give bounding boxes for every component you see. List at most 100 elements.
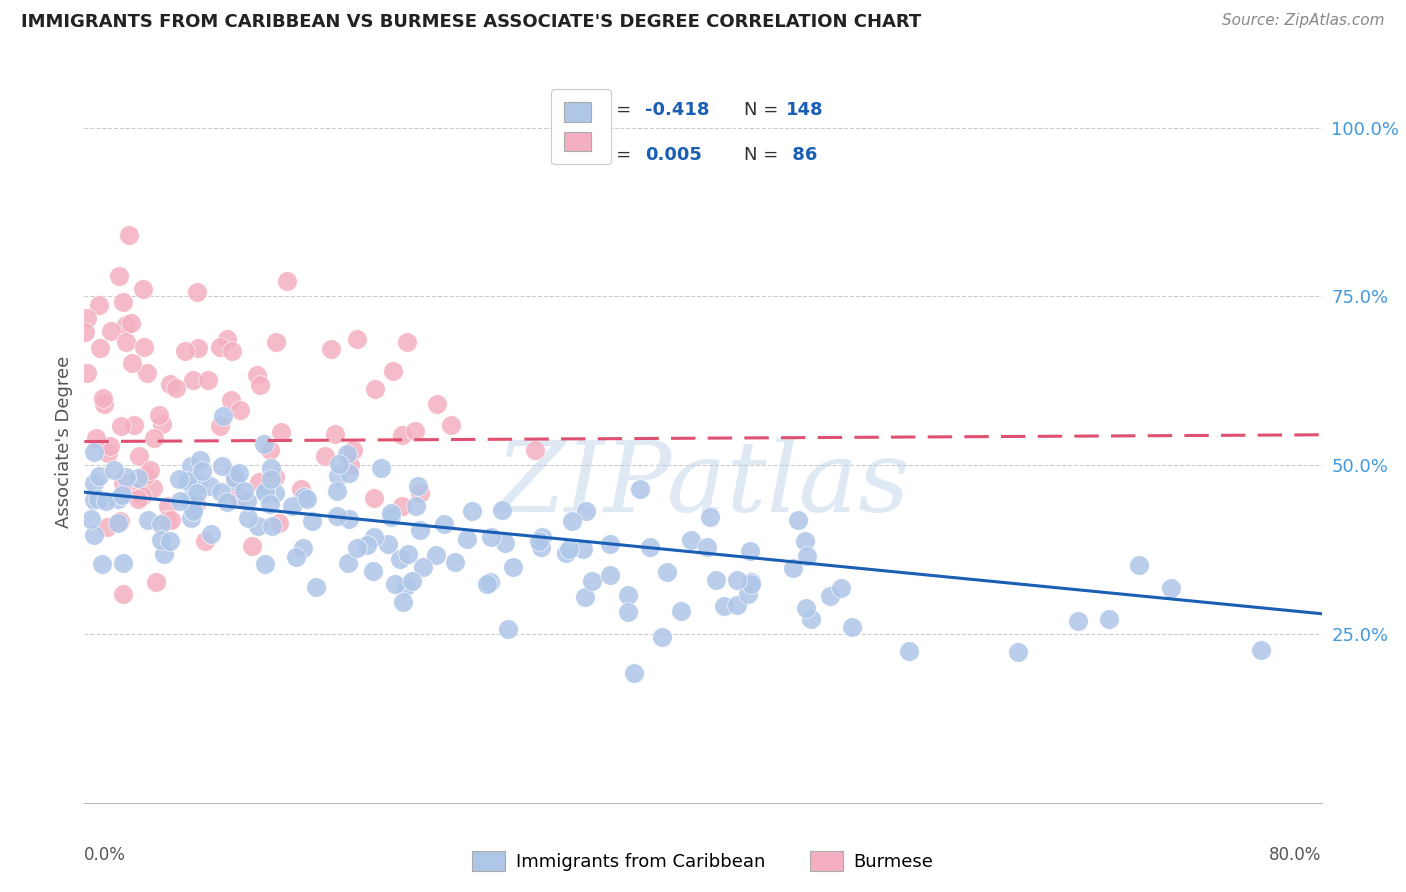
Point bbox=[295, 491, 318, 506]
Point bbox=[794, 533, 817, 548]
Point bbox=[425, 548, 447, 562]
Point bbox=[159, 513, 181, 527]
Text: R =: R = bbox=[598, 101, 637, 119]
Point bbox=[494, 535, 516, 549]
Point bbox=[98, 439, 121, 453]
Point bbox=[132, 340, 155, 354]
Point bbox=[76, 366, 98, 380]
Text: N =: N = bbox=[744, 146, 783, 164]
Point bbox=[188, 452, 211, 467]
Point bbox=[84, 431, 107, 445]
Point bbox=[1128, 558, 1150, 572]
Point bbox=[314, 450, 336, 464]
Point bbox=[478, 575, 501, 590]
Point bbox=[131, 283, 153, 297]
Point bbox=[236, 510, 259, 524]
Point bbox=[156, 499, 179, 513]
Point bbox=[409, 523, 432, 537]
Point bbox=[211, 409, 233, 424]
Point bbox=[97, 445, 120, 459]
Point bbox=[794, 601, 817, 615]
Text: R =: R = bbox=[598, 146, 637, 164]
Point bbox=[150, 517, 173, 532]
Point bbox=[401, 574, 423, 588]
Point bbox=[339, 466, 361, 480]
Point bbox=[96, 520, 118, 534]
Point bbox=[229, 402, 252, 417]
Y-axis label: Associate's Degree: Associate's Degree bbox=[55, 355, 73, 528]
Point bbox=[100, 324, 122, 338]
Point bbox=[224, 469, 246, 483]
Point bbox=[224, 471, 246, 485]
Point bbox=[599, 568, 621, 582]
Point bbox=[111, 488, 134, 502]
Point bbox=[377, 537, 399, 551]
Point bbox=[396, 547, 419, 561]
Point bbox=[898, 644, 921, 658]
Point bbox=[142, 481, 165, 495]
Point bbox=[83, 475, 105, 490]
Point bbox=[209, 485, 232, 500]
Point bbox=[444, 555, 467, 569]
Point bbox=[571, 541, 593, 556]
Legend: Immigrants from Caribbean, Burmese: Immigrants from Caribbean, Burmese bbox=[465, 844, 941, 879]
Point bbox=[599, 537, 621, 551]
Point bbox=[191, 464, 214, 478]
Point bbox=[159, 377, 181, 392]
Point bbox=[200, 526, 222, 541]
Point bbox=[136, 366, 159, 380]
Point bbox=[219, 392, 242, 407]
Point bbox=[623, 665, 645, 680]
Point bbox=[143, 431, 166, 445]
Point bbox=[292, 541, 315, 555]
Point bbox=[323, 427, 346, 442]
Point bbox=[208, 419, 231, 434]
Point bbox=[198, 479, 221, 493]
Point bbox=[186, 498, 208, 512]
Point bbox=[281, 499, 304, 513]
Point bbox=[173, 344, 195, 359]
Text: ZIPatlas: ZIPatlas bbox=[496, 437, 910, 533]
Point bbox=[89, 469, 111, 483]
Point bbox=[215, 495, 238, 509]
Point bbox=[616, 589, 638, 603]
Point bbox=[363, 530, 385, 544]
Point bbox=[112, 587, 135, 601]
Point bbox=[456, 533, 478, 547]
Point bbox=[561, 514, 583, 528]
Point bbox=[108, 514, 131, 528]
Point bbox=[481, 530, 503, 544]
Point bbox=[319, 343, 342, 357]
Point bbox=[263, 486, 285, 500]
Point bbox=[554, 547, 576, 561]
Point bbox=[118, 227, 141, 242]
Point bbox=[186, 486, 208, 500]
Point bbox=[1250, 642, 1272, 657]
Point bbox=[531, 530, 554, 544]
Point bbox=[73, 325, 96, 339]
Point bbox=[87, 491, 110, 506]
Point bbox=[392, 594, 415, 608]
Point bbox=[782, 561, 804, 575]
Point bbox=[737, 587, 759, 601]
Point bbox=[669, 604, 692, 618]
Point bbox=[267, 516, 290, 530]
Point bbox=[89, 341, 111, 355]
Point bbox=[127, 492, 149, 507]
Point bbox=[236, 494, 259, 508]
Text: 148: 148 bbox=[786, 101, 824, 119]
Point bbox=[108, 268, 131, 283]
Point bbox=[110, 419, 132, 434]
Point bbox=[186, 285, 208, 299]
Point bbox=[180, 511, 202, 525]
Point bbox=[638, 540, 661, 554]
Point bbox=[290, 482, 312, 496]
Point bbox=[176, 474, 198, 488]
Point bbox=[165, 381, 187, 395]
Point bbox=[112, 476, 135, 491]
Point bbox=[127, 471, 149, 485]
Point bbox=[253, 437, 276, 451]
Point bbox=[260, 461, 283, 475]
Point bbox=[240, 539, 263, 553]
Point bbox=[222, 467, 245, 482]
